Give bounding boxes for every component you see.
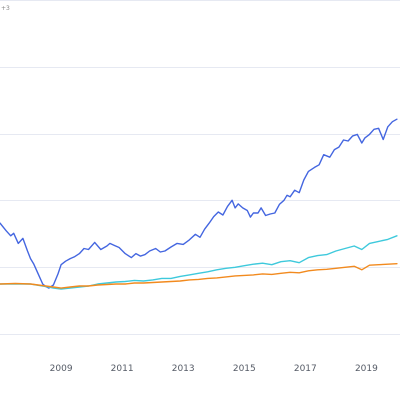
gridlines: [0, 0, 400, 335]
x-tick-label: 2009: [50, 364, 73, 374]
series-line-2: [0, 235, 398, 290]
x-tick-label: 2015: [233, 364, 256, 374]
x-tick-label: 2019: [355, 364, 378, 374]
corner-label: +3: [1, 5, 10, 12]
series-line-3: [0, 263, 398, 289]
series-line-1: [0, 118, 398, 289]
series-lines: [0, 118, 398, 290]
x-axis-ticks: 2009 2011 2013 2015 2017 2019: [50, 364, 378, 374]
x-tick-label: 2013: [172, 364, 195, 374]
x-tick-label: 2011: [111, 364, 134, 374]
x-tick-label: 2017: [294, 364, 317, 374]
